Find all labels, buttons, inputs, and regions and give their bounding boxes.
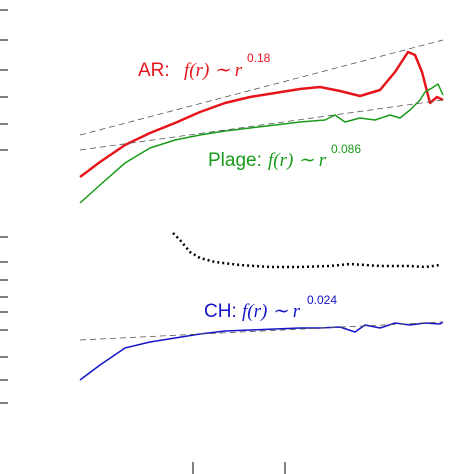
fit-line — [79, 321, 444, 341]
annotation-label: AR: — [138, 60, 170, 81]
profile-line — [79, 321, 444, 381]
profile-line — [79, 83, 444, 204]
annotation-label: CH: — [204, 301, 237, 322]
annotation-formula: f(r) ∼ r — [184, 60, 243, 81]
annotation-exponent: 0.18 — [247, 51, 271, 65]
annotation-exponent: 0.086 — [331, 142, 361, 156]
fit-line — [79, 99, 444, 151]
annotation-label: Plage: — [208, 150, 262, 171]
annotation-formula: f(r) ∼ r — [242, 301, 301, 322]
annotation-exponent: 0.024 — [307, 293, 337, 307]
profile-line — [79, 50, 444, 178]
annotation-formula: f(r) ∼ r — [268, 150, 327, 171]
profile-line — [172, 232, 441, 269]
fit-line — [79, 39, 444, 136]
